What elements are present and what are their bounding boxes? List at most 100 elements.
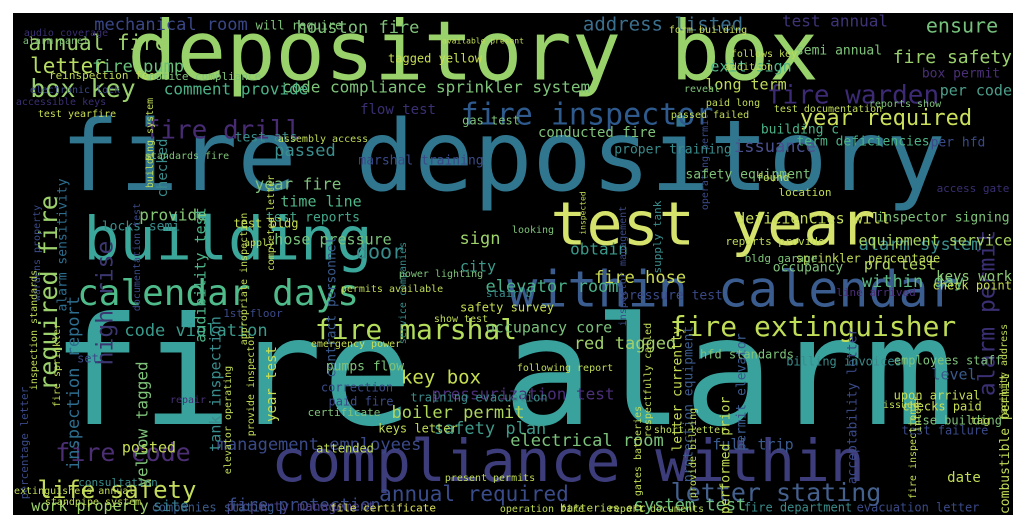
word-inspector-management: inspector management [618,206,629,326]
word-performed-prior: performed prior [719,396,734,514]
word-year-required: year required [800,106,972,131]
word-repair: repair [170,395,206,406]
word-calendar-days: calendar days [77,273,359,314]
word-check-point: check point [933,279,1012,293]
word-property-management: property management [227,500,376,515]
word-box-permit: box permit [922,67,1000,82]
word-fire-inspector: fire inspector [461,98,714,133]
word-fire-warden: fire warden [767,81,939,111]
word-protection-equipment: protection equipment [682,326,697,483]
word-power-lighting: power lighting [399,269,483,280]
word-pressurization-test: pressurization test [431,385,614,404]
word-work-properly: work properly [31,497,148,515]
word-contract-personnel: contract personnel [325,237,340,378]
word-high-rise: high rise [93,241,119,366]
word-inspected: inspected [579,191,588,235]
word-permit-elevator: permit elevator [735,333,750,451]
word-mechanical-room: mechanical room [94,15,248,35]
word-passed-failed: passed failed [671,110,749,121]
word-assembly-access: assembly access [278,134,368,145]
word-within-calendar: within calendar [507,261,959,319]
word-letter: letter [30,54,106,78]
word-year-fire: year fire [255,175,342,194]
word-test-failure: test failure [902,424,989,438]
word-attended: attended [316,442,374,456]
word-wardens-property: wardens property [32,205,43,301]
word-key-box: key box [401,367,481,389]
word-houston-fire: houston fire [297,18,420,38]
word-passed: passed [274,141,335,161]
word-fire-drill: fire drill [145,116,302,146]
word-yellow-tagged: yellow tagged [133,361,152,486]
word-documentation-test: documentation test [132,203,143,311]
word-elevator-room: elevator room [485,277,618,297]
word-building-c: building c [761,123,839,138]
word-employees-staff: employees staff [894,354,1002,368]
word-fire-marshal: fire marshal [315,313,517,346]
word-full-trip: full trip [712,436,793,454]
word-issued: issued [883,400,919,411]
word-test-documentation: test documentation [774,104,882,115]
word-audio-coverage: audio coverage [24,28,108,39]
word-follows-key: follows key [731,49,797,60]
word-prd-test: prd test [864,256,936,274]
word-inspection-standards: inspection standards [29,270,40,390]
word-permits-available: permits available [341,284,443,295]
word-elevator-operating: elevator operating [223,366,234,474]
word-paid-fire: paid fire [328,395,393,409]
word-obtain: obtain [570,240,628,259]
word-emergency-power: emergency power [311,339,401,350]
word-required-fire: required fire [34,195,63,391]
word-time-line: time line [280,193,361,211]
word-letter-currently: letter currently [671,326,686,451]
word-equipment-service: equipment service [858,232,1012,250]
word-pressure-test: pressure test [621,289,723,304]
word-access-gate: access gate [937,182,1010,195]
word-fire-protection: fire protection [227,496,381,516]
word-file-certificate: file certificate [330,502,436,515]
word-checked: checked [155,138,171,197]
word-sign: sign [460,229,501,249]
word-electrical-room: electrical room [510,431,664,451]
word-fire-inspection: fire inspection [908,409,919,499]
word-present-permits: present permits [445,473,535,484]
word-report-documents: report documents [608,504,704,515]
word-tag: tag [970,414,990,427]
word-test-bldg: test bldg [233,217,298,231]
word-red-tagged: red tagged [574,334,676,354]
word-building-system: building system [145,98,156,188]
word-per-hfd: per hfd [931,136,986,151]
word-paid-long: paid long [706,98,760,109]
word-consultation: consultation [78,476,157,489]
word-provide: provide [139,206,206,225]
word-audibility-test: audibility test [192,207,210,342]
word-code-violation: code violation [124,321,267,341]
word-companies-stating: companies stating [152,501,275,515]
word-certificate: certificate [308,406,381,419]
word-bldg-garage: bldg garage [745,252,818,265]
word-hfd-standards: hfd standards [700,348,794,362]
word-comment-provide: comment provide [164,80,309,99]
word-site: site [153,497,189,515]
word-door: door [356,240,404,264]
word-test-reports: test reports [266,211,360,226]
word-management-employees: management employees [217,435,422,455]
word-conducted-fire: conducted fire [538,125,656,141]
word-gates-batteries: gates batteries [633,406,644,496]
word-facility-address: facility address [999,324,1010,420]
word-standards-fire: standards fire [145,151,229,162]
word-location: location [779,186,832,199]
word-fire-code: fire code [55,438,190,467]
word-will-require: will require [256,19,343,33]
word-occupancy: occupancy [773,261,844,276]
word-test-ats: test ats [235,131,298,146]
word-city: city [460,258,496,276]
word-building: building [84,205,373,275]
word-fire-depository: fire depository [60,100,945,214]
word-marshal-training: marshal training [358,154,483,169]
word-s: s [143,155,154,161]
word-fire-safety: fire safety [893,47,1012,68]
word-year-test: year test [264,346,280,422]
word-test-yearfire: test yearfire [38,109,116,120]
